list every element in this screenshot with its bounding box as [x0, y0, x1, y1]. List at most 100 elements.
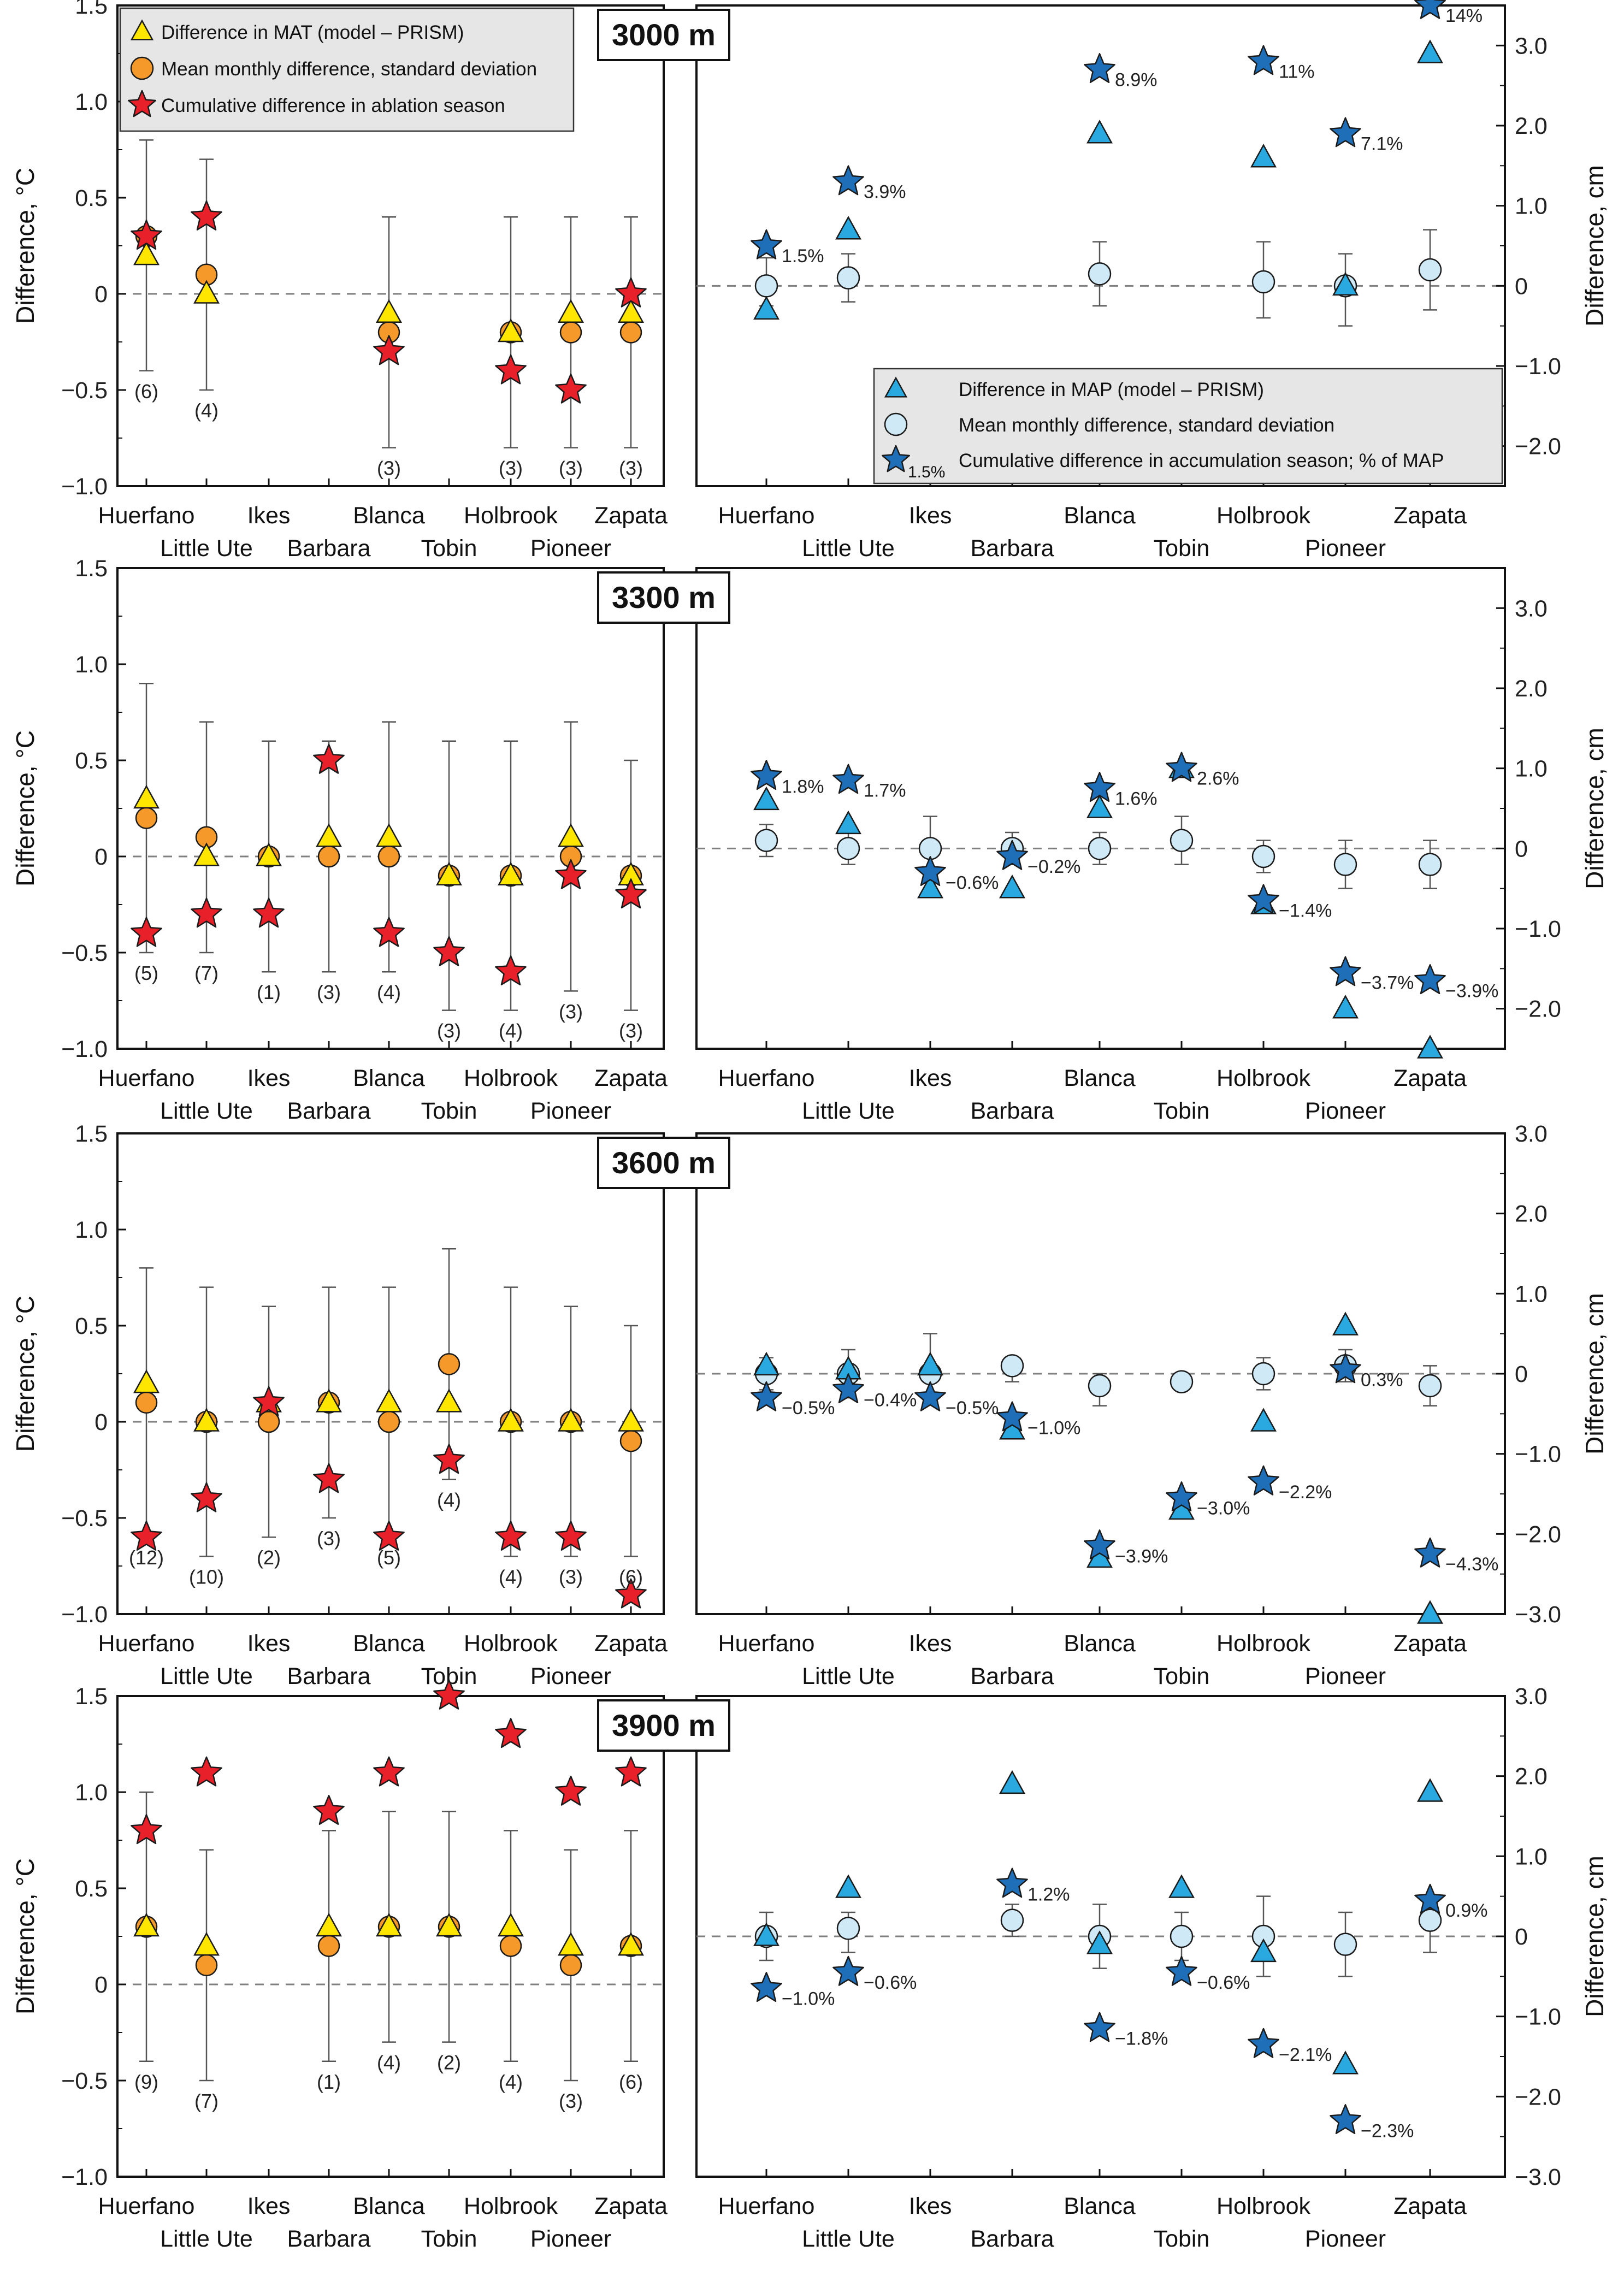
cumulative-accumulation-point [1084, 772, 1115, 802]
percent-of-map-label: 0.3% [1361, 1370, 1403, 1391]
y-tick-label: 0.5 [75, 1876, 108, 1902]
mat-difference-point [498, 1408, 524, 1432]
x-tick-label: Huerfano [98, 1065, 195, 1091]
temperature-mean-monthly-point [377, 1410, 400, 1433]
mat-difference-point [133, 784, 160, 809]
precipitation-mean-monthly-point [1251, 844, 1275, 868]
y-tick-label: −0.5 [61, 377, 108, 404]
map-difference-point [835, 810, 861, 835]
temperature-mean-monthly-point [499, 1935, 522, 1957]
precipitation-mean-monthly-point [1333, 853, 1357, 876]
cumulative-accumulation-point [1084, 2012, 1115, 2042]
elevation-title: 3300 m [612, 580, 716, 614]
map-difference-point [1086, 120, 1113, 144]
precipitation-mean-monthly-point [1000, 1908, 1024, 1932]
map-difference-point [835, 216, 861, 240]
x-tick-label: Barbara [287, 1663, 371, 1689]
cumulative-ablation-point [313, 1794, 345, 1825]
x-tick-label: Huerfano [98, 1630, 195, 1657]
x-tick-label: Tobin [1154, 1663, 1210, 1689]
mat-difference-point [618, 299, 644, 323]
precipitation-legend: Difference in MAP (model – PRISM) Mean mo… [873, 368, 1503, 484]
percent-of-map-label: −3.7% [1361, 973, 1414, 994]
percent-of-map-label: 1.8% [782, 776, 824, 797]
y-tick-label: 3.0 [1515, 595, 1548, 622]
sample-count-label: (9) [134, 2071, 158, 2093]
cumulative-ablation-point [495, 955, 527, 985]
percent-of-map-label: 7.1% [1361, 134, 1403, 155]
temperature-mean-monthly-point [135, 807, 158, 829]
cumulative-accumulation-point [1330, 1353, 1361, 1384]
x-tick-label: Ikes [247, 2193, 291, 2219]
cumulative-accumulation-point [1414, 1883, 1446, 1914]
x-tick-label: Ikes [909, 2193, 952, 2219]
legend-triangle-icon [130, 19, 154, 40]
x-tick-label: Pioneer [1305, 1098, 1386, 1124]
cumulative-ablation-point [555, 1520, 587, 1551]
x-tick-label: Zapata [1393, 1630, 1467, 1657]
y-tick-label: 0 [1515, 273, 1528, 299]
y-tick-label: 0 [95, 281, 108, 308]
mat-difference-point [133, 241, 160, 265]
y-tick-label: −0.5 [61, 2068, 108, 2094]
cumulative-ablation-point [373, 335, 405, 365]
legend-circle-icon [884, 412, 908, 436]
mat-difference-point [436, 1388, 462, 1413]
x-tick-label: Barbara [971, 2226, 1054, 2252]
x-tick-label: Little Ute [802, 535, 895, 562]
cumulative-ablation-point [615, 1578, 647, 1609]
cumulative-ablation-point [433, 1444, 465, 1474]
sample-count-label: (3) [317, 1527, 341, 1550]
cumulative-accumulation-point [996, 1868, 1028, 1898]
cumulative-ablation-point [373, 917, 405, 947]
chart-row-1: 1.5 1.0 0.5 0 −0.5 −1.0 3.0 2.0 1.0 0 −1.0 −2.0 Diff… [11, 556, 1609, 1124]
x-tick-label: Huerfano [718, 2193, 815, 2219]
sample-count-label: (4) [499, 2071, 523, 2093]
x-tick-label: Ikes [247, 1630, 291, 1657]
y-tick-label: 1.0 [1515, 756, 1548, 782]
chart-row-3: 1.5 1.0 0.5 0 −0.5 −1.0 3.0 2.0 1.0 0 −1.0 −2.0 −3.0… [11, 1679, 1609, 2252]
x-tick-label: Pioneer [530, 1098, 611, 1124]
percent-of-map-label: 11% [1279, 62, 1315, 82]
y-tick-label: −2.0 [1515, 434, 1561, 460]
mat-difference-point [558, 823, 584, 847]
mat-difference-point [316, 1388, 342, 1413]
x-tick-label: Pioneer [530, 2226, 611, 2252]
elevation-title-box [597, 571, 730, 624]
sample-count-label: (3) [437, 1020, 461, 1042]
cumulative-ablation-point [555, 373, 587, 404]
legend-background [873, 368, 1503, 484]
sample-count-label: (6) [619, 1565, 643, 1588]
map-difference-point [999, 1770, 1025, 1794]
x-tick-label: Huerfano [718, 1065, 815, 1091]
mat-difference-point [376, 1388, 402, 1413]
x-tick-label: Holbrook [1216, 2193, 1311, 2219]
x-tick-label: Little Ute [160, 535, 253, 562]
precipitation-mean-monthly-point [1170, 1370, 1194, 1393]
x-tick-label: Barbara [287, 1098, 371, 1124]
temperature-legend: Difference in MAT (model – PRISM) Mean mo… [119, 7, 575, 132]
temperature-mean-monthly-point [195, 1954, 218, 1977]
y-tick-label: 2.0 [1515, 1201, 1548, 1227]
map-difference-point [1332, 1311, 1359, 1336]
x-tick-label: Blanca [1064, 1065, 1136, 1091]
mat-difference-point [256, 842, 282, 866]
x-tick-label: Pioneer [1305, 2226, 1386, 2252]
x-tick-label: Zapata [1393, 1065, 1467, 1091]
percent-of-map-label: −0.5% [782, 1398, 835, 1419]
x-tick-label: Blanca [1064, 503, 1136, 529]
percent-of-map-label: −0.6% [946, 872, 999, 893]
chart-row-0: 1.5 1.0 0.5 0 −0.5 −1.0 3.0 2.0 1.0 0 −1.0 −2.0 Diff… [11, 0, 1609, 562]
y-tick-label: 1.0 [75, 89, 108, 115]
sample-count-label: (6) [619, 2071, 643, 2093]
y-tick-label: −1.0 [1515, 353, 1561, 380]
cumulative-ablation-point [373, 1520, 405, 1551]
percent-of-map-label: −2.2% [1279, 1482, 1332, 1503]
y-tick-label: 3.0 [1515, 1121, 1548, 1147]
x-tick-label: Holbrook [464, 2193, 558, 2219]
y-tick-label: 1.5 [75, 556, 108, 582]
percent-of-map-label: −2.1% [1279, 2044, 1332, 2065]
cumulative-ablation-point [495, 1718, 527, 1748]
y-tick-label: 0 [1515, 1361, 1528, 1387]
sample-count-label: (3) [559, 1000, 583, 1023]
